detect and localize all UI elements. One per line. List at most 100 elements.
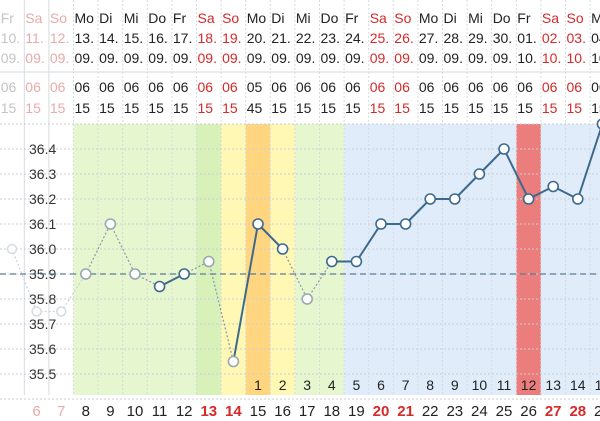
header-partial: 10. — [1, 30, 20, 46]
header-weekday-row: Fr — [517, 10, 531, 26]
line-segment — [257, 223, 284, 250]
cycle-day-label: 11 — [152, 403, 168, 420]
data-point[interactable] — [104, 218, 117, 230]
header-time-hour-row: 06 — [198, 79, 214, 95]
cycle-day-partial: 6 — [32, 403, 40, 420]
header-weekday-row: Sa — [198, 10, 215, 26]
header-time-min-row: 15 — [198, 100, 214, 116]
header-time-hour-row: 06 — [124, 79, 140, 95]
header-month-row: 09. — [124, 50, 143, 66]
line-segment — [503, 148, 530, 200]
data-point[interactable] — [522, 193, 535, 205]
line-segment-rise — [232, 223, 259, 362]
data-point[interactable] — [227, 355, 240, 368]
cycle-day-label: 10 — [127, 403, 144, 420]
cycle-day-label: 17 — [299, 403, 316, 420]
header-weekday-row: Di — [99, 10, 112, 26]
data-point[interactable] — [252, 218, 264, 230]
header-month-row: 09. — [296, 50, 315, 66]
header-date-row: 22. — [296, 30, 315, 46]
y-tick-label: 36.1 — [29, 216, 56, 232]
header-weekday-row: Mi — [124, 10, 139, 26]
header-weekday-row: Mi — [468, 10, 483, 26]
data-point-partial — [55, 306, 67, 317]
header-month-row: 10. — [567, 50, 586, 66]
header-date-row: 03. — [567, 30, 586, 46]
luteal-band-1 — [344, 124, 517, 395]
data-point[interactable] — [301, 293, 314, 305]
y-tick-label: 36.0 — [29, 241, 56, 257]
data-point[interactable] — [350, 255, 363, 268]
header-time-hour-row: 06 — [296, 79, 312, 95]
data-point-partial — [31, 306, 42, 317]
header-weekday-row: Mo — [247, 10, 267, 26]
header-partial: Sa — [25, 10, 42, 26]
header-weekday-row: Mo — [419, 10, 439, 26]
data-point[interactable] — [375, 218, 387, 230]
peak-band-1 — [221, 124, 246, 395]
header-weekday-row: Mo — [75, 10, 95, 26]
data-point[interactable] — [547, 180, 560, 193]
data-point[interactable] — [203, 255, 215, 268]
date-header: Mo Di Mi Do Fr Sa So Mo Di Mi Do Fr Sa So Mo Di Mi Do Fr Sa… — [1, 10, 600, 116]
header-time-min-row: 15 — [542, 100, 558, 116]
header-partial: 06 — [50, 79, 66, 95]
header-date-row: 29. — [468, 30, 487, 46]
line-segment — [282, 248, 308, 300]
cycle-day-label: 22 — [422, 403, 439, 420]
header-time-hour-row: 06 — [271, 79, 287, 95]
header-partial: 06 — [1, 79, 17, 95]
data-point[interactable] — [178, 268, 190, 280]
data-point[interactable] — [399, 218, 412, 230]
header-time-hour-row: 06 — [517, 79, 533, 95]
post-ovulation-day: 4 — [328, 377, 336, 393]
data-point-partial — [6, 243, 18, 255]
header-month-row: 09. — [321, 50, 340, 66]
cycle-day-label: 27 — [545, 403, 562, 420]
post-ovulation-day: 3 — [303, 377, 311, 393]
header-month-row: 10. — [517, 50, 536, 66]
header-partial: 09. — [1, 50, 20, 66]
header-month-row: 09. — [173, 50, 192, 66]
data-point[interactable] — [473, 168, 486, 180]
data-point[interactable] — [498, 143, 510, 155]
header-time-min-row: 15 — [370, 100, 386, 116]
temperature-points[interactable] — [6, 118, 600, 368]
data-point[interactable] — [424, 193, 437, 205]
data-point[interactable] — [80, 268, 92, 280]
header-date-row: 28. — [444, 30, 463, 46]
luteal-band-2 — [540, 124, 600, 395]
cycle-day-label: 13 — [200, 403, 217, 420]
header-time-hour-row: 06 — [75, 79, 91, 95]
header-time-min-row: 15 — [394, 100, 410, 116]
data-point[interactable] — [596, 118, 600, 130]
header-time-min-row: 15 — [296, 100, 312, 116]
header-time-hour-row: 06 — [419, 79, 435, 95]
data-point[interactable] — [153, 280, 166, 293]
header-month-row: 09. — [271, 50, 290, 66]
header-time-min-row: 15 — [148, 100, 164, 116]
header-time-hour-row: 06 — [148, 79, 164, 95]
cycle-day-label: 14 — [225, 403, 242, 420]
header-month-row: 09. — [198, 50, 217, 66]
cycle-day-label: 16 — [274, 403, 291, 420]
data-point[interactable] — [276, 243, 289, 255]
grid-lines — [0, 0, 600, 400]
header-date-row: 21. — [271, 30, 290, 46]
data-point[interactable] — [571, 193, 584, 205]
header-time-min-row: 15 — [75, 100, 91, 116]
header-weekday-row: Sa — [542, 10, 559, 26]
cycle-day-label: 15 — [250, 403, 267, 420]
post-ovulation-day: 5 — [353, 377, 361, 393]
header-time-hour-row: 06 — [468, 79, 484, 95]
data-point[interactable] — [448, 193, 461, 205]
header-time-min-row: 15 — [468, 100, 484, 116]
header-date-row: 19. — [222, 30, 241, 46]
header-date-row: 04. — [591, 30, 600, 46]
cycle-day-partial: 7 — [57, 403, 65, 420]
header-month-row: 09. — [493, 50, 512, 66]
header-month-row: 10. — [591, 50, 600, 66]
y-tick-label: 35.8 — [29, 291, 56, 307]
data-point[interactable] — [129, 268, 141, 280]
data-point[interactable] — [325, 255, 338, 268]
